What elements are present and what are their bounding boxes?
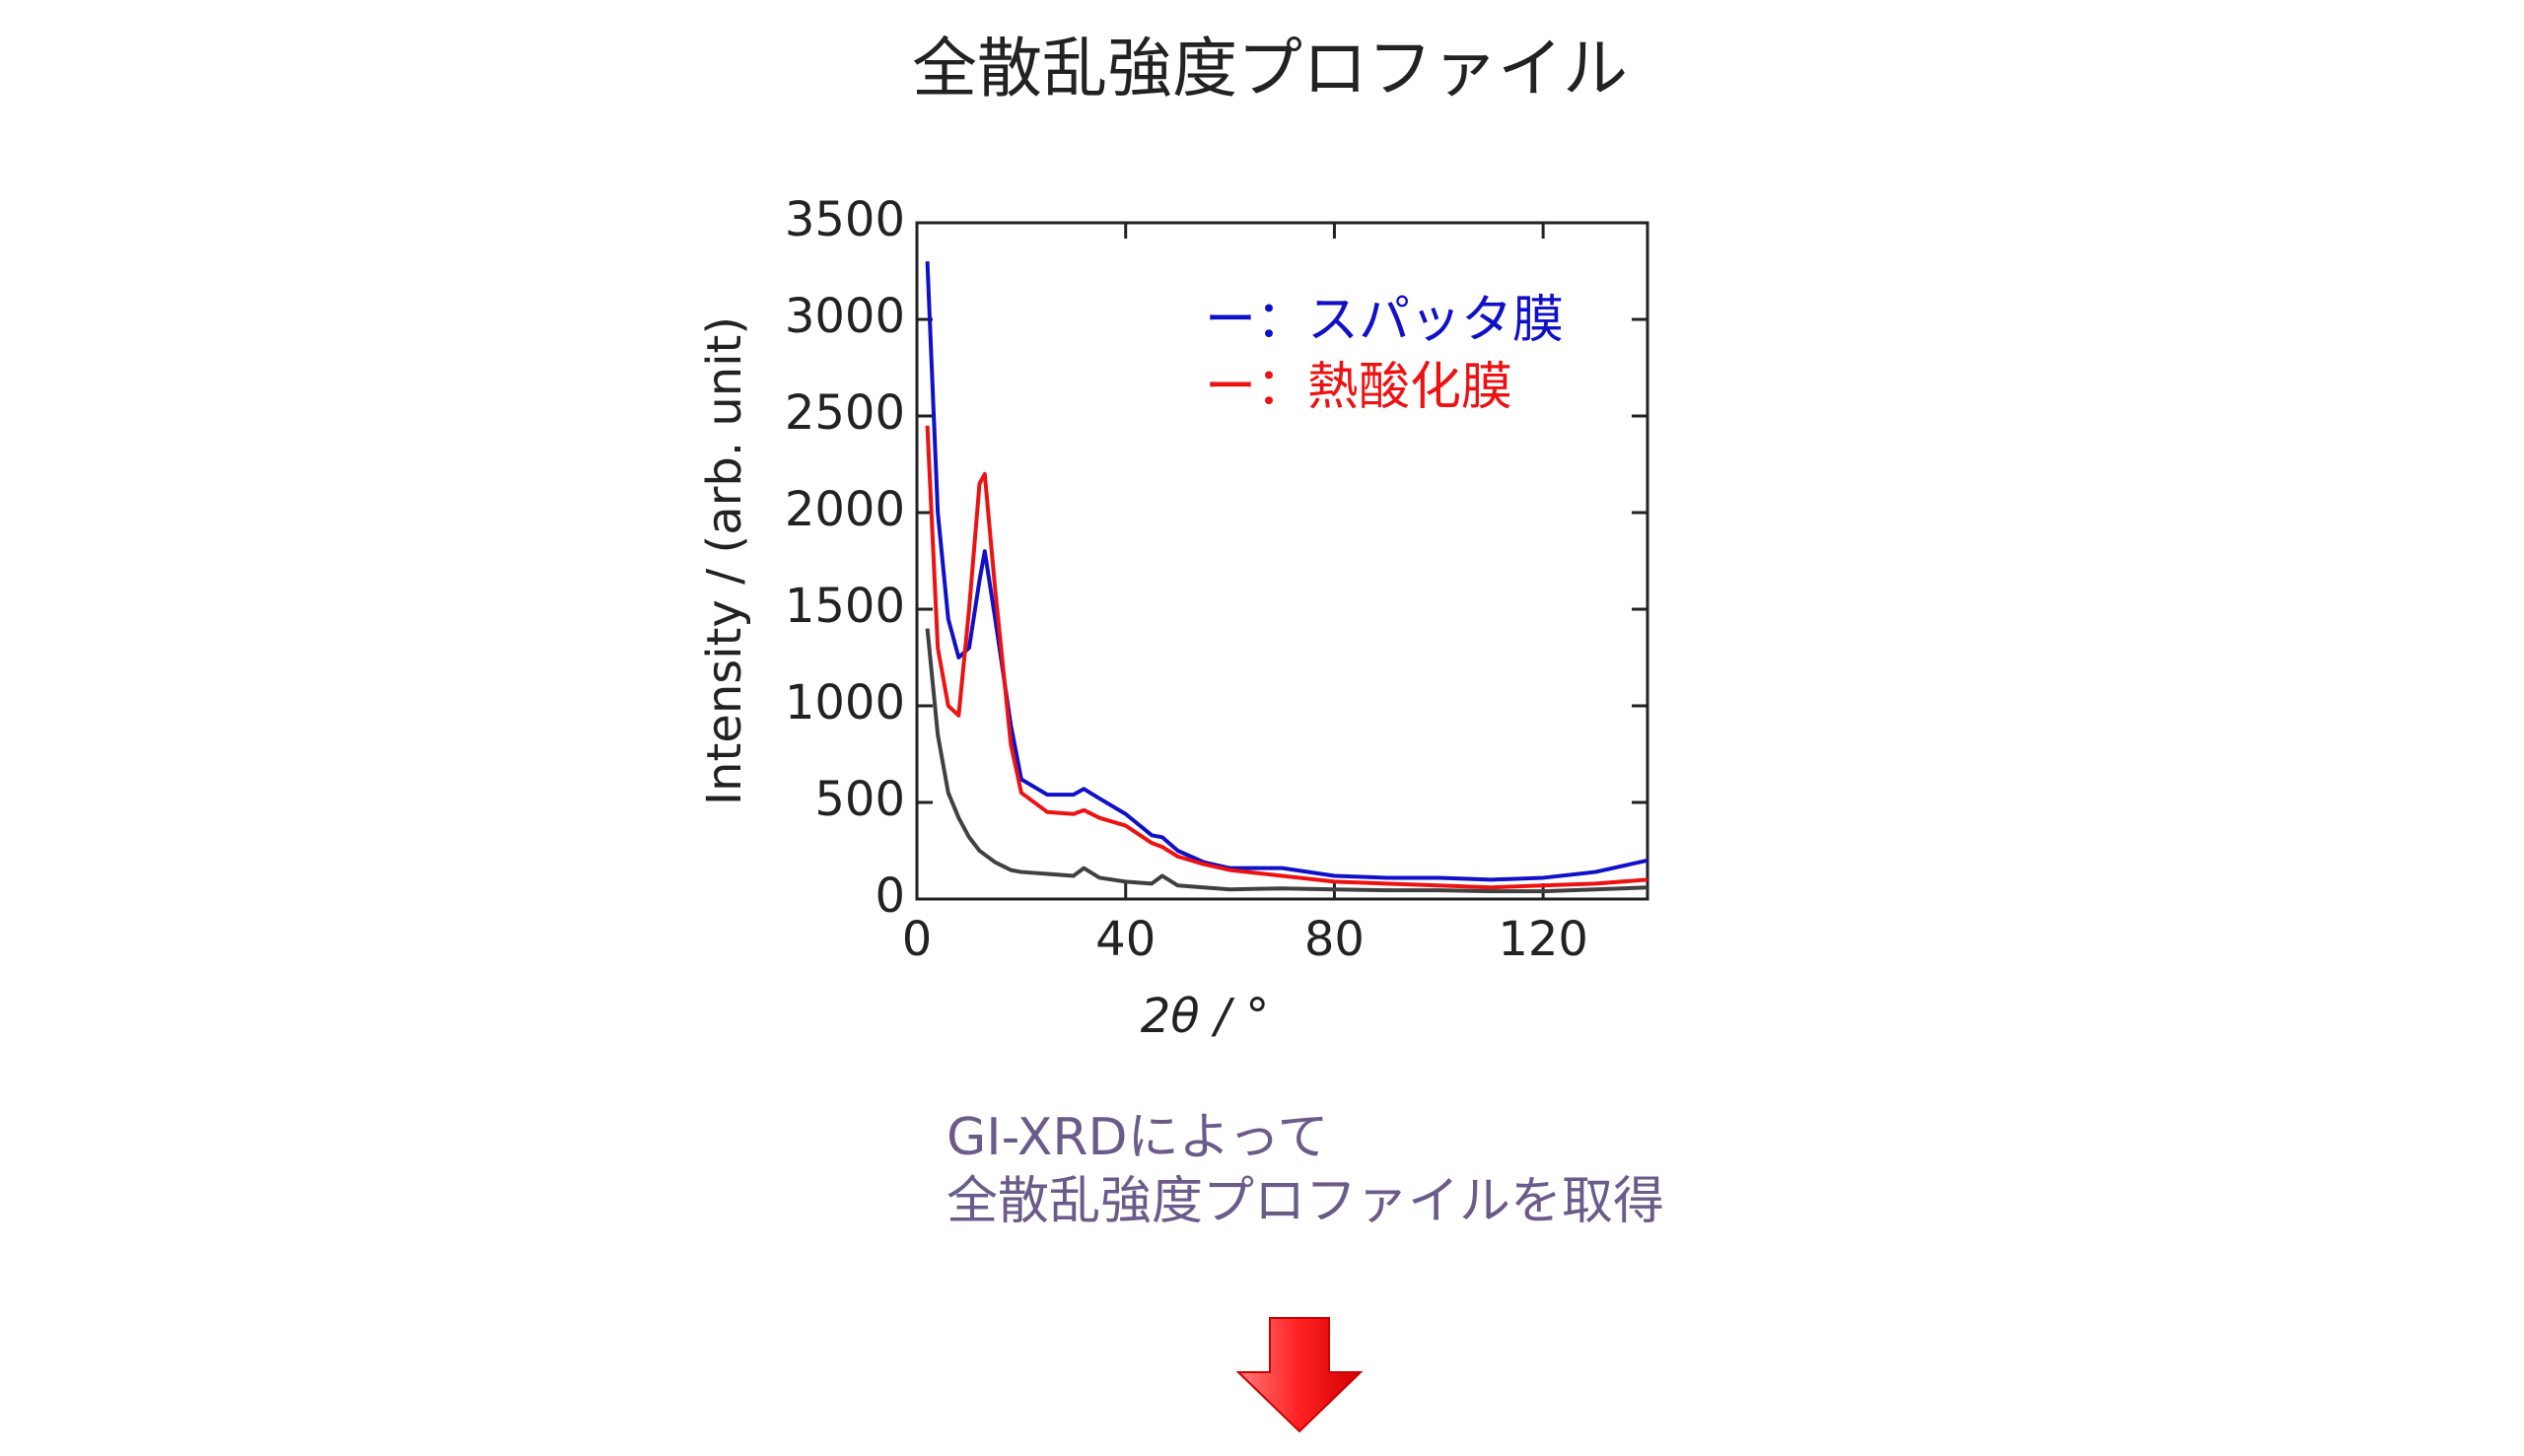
caption-line: GI-XRDによって bbox=[946, 1108, 1328, 1167]
down-arrow bbox=[1235, 1317, 1364, 1433]
caption-line: 全散乱強度プロファイルを取得 bbox=[946, 1172, 1664, 1231]
y-axis-label: Intensity / (arb. unit) bbox=[697, 316, 752, 805]
x-tick-label: 0 bbox=[902, 912, 933, 967]
legend-entry: ー：スパッタ膜 bbox=[1205, 291, 1564, 350]
x-axis-label: 2θ / ° bbox=[1141, 989, 1270, 1044]
y-tick-label: 2500 bbox=[785, 385, 905, 441]
y-tick-label: 3500 bbox=[785, 192, 905, 247]
line-series bbox=[925, 628, 1648, 894]
x-tick-label: 40 bbox=[1095, 912, 1156, 967]
plot-frame bbox=[915, 221, 1649, 901]
y-tick-label: 1000 bbox=[785, 675, 905, 730]
line-series bbox=[925, 261, 1648, 882]
y-tick-label: 3000 bbox=[785, 289, 905, 344]
y-tick-label: 0 bbox=[875, 868, 905, 924]
x-tick-label: 120 bbox=[1498, 912, 1588, 967]
y-tick-label: 2000 bbox=[785, 482, 905, 537]
y-tick-label: 1500 bbox=[785, 579, 905, 634]
x-tick-label: 80 bbox=[1304, 912, 1365, 967]
legend-entry: ー：熱酸化膜 bbox=[1205, 358, 1512, 417]
line-series bbox=[925, 425, 1648, 890]
y-tick-label: 500 bbox=[814, 772, 905, 827]
chart-title: 全散乱強度プロファイル bbox=[912, 31, 1628, 106]
